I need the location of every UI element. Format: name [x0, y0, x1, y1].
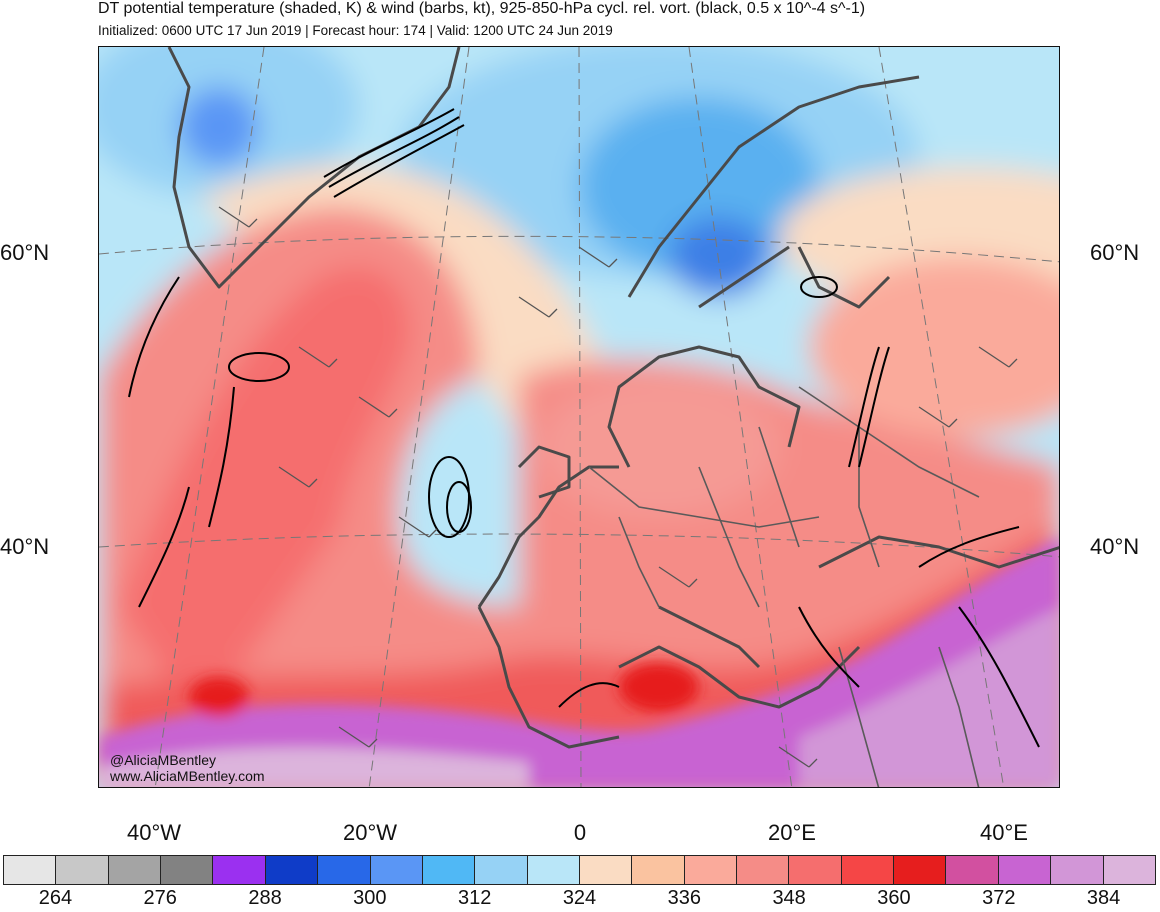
colorbar-swatch — [1051, 856, 1104, 884]
colorbar-tick-label: 336 — [667, 887, 701, 909]
map-panel — [98, 46, 1060, 788]
colorbar-tick-label: 288 — [248, 887, 282, 909]
colorbar-swatch — [4, 856, 57, 884]
colorbar-swatch — [161, 856, 214, 884]
colorbar-swatch — [894, 856, 947, 884]
lon-label-40e: 40°E — [980, 820, 1028, 845]
credit-website: www.AliciaMBentley.com — [110, 768, 265, 784]
colorbar-swatch — [841, 856, 895, 884]
colorbar-swatch — [318, 856, 371, 884]
lat-label-60n-right: 60°N — [1090, 240, 1140, 265]
wind-barbs — [218, 206, 1018, 768]
colorbar-swatch — [265, 856, 319, 884]
purple-shading — [99, 537, 1059, 787]
colorbar-swatch — [370, 856, 423, 884]
colorbar-swatch — [1103, 856, 1155, 884]
colorbar-swatch — [527, 856, 580, 884]
colorbar-tick-label: 276 — [143, 887, 177, 909]
colorbar-tick-label: 300 — [353, 887, 387, 909]
colorbar-swatch — [998, 856, 1052, 884]
colorbar-tick-label: 372 — [982, 887, 1016, 909]
colorbar-swatch — [737, 856, 790, 884]
colorbar-swatch — [946, 856, 999, 884]
colorbar-tick-label: 384 — [1086, 887, 1121, 909]
map-svg — [99, 47, 1059, 787]
lat-label-60n-left: 60°N — [0, 240, 50, 265]
colorbar-tick-label: 312 — [457, 887, 492, 909]
lat-label-40n-right: 40°N — [1090, 534, 1140, 559]
credit-handle: @AliciaMBentley — [110, 752, 217, 768]
colorbar-swatch — [475, 856, 528, 884]
colorbar-swatch — [108, 856, 162, 884]
vorticity-contours — [128, 108, 1040, 748]
colorbar-swatch — [789, 856, 842, 884]
colorbar-swatch — [422, 856, 476, 884]
graticule — [99, 47, 1059, 787]
country-borders — [588, 386, 980, 787]
colorbar-swatch — [632, 856, 685, 884]
colorbar-tick-label: 264 — [38, 887, 73, 909]
lat-label-40n-left: 40°N — [0, 534, 50, 559]
colorbar — [3, 855, 1156, 885]
colorbar-swatch — [56, 856, 109, 884]
lon-label-20e: 20°E — [768, 820, 816, 845]
colorbar-tick-label: 324 — [562, 887, 597, 909]
temperature-shading — [99, 47, 1059, 787]
map-subtitle: Initialized: 0600 UTC 17 Jun 2019 | Fore… — [98, 23, 613, 38]
colorbar-tick-label: 348 — [772, 887, 806, 909]
colorbar-swatch — [213, 856, 266, 884]
map-title: DT potential temperature (shaded, K) & w… — [98, 0, 866, 17]
lon-label-40w: 40°W — [126, 820, 182, 845]
lon-label-20w: 20°W — [342, 820, 398, 845]
colorbar-swatch — [684, 856, 738, 884]
colorbar-tick-label: 360 — [877, 887, 911, 909]
colorbar-swatch — [579, 856, 633, 884]
lon-label-0: 0 — [573, 820, 587, 845]
